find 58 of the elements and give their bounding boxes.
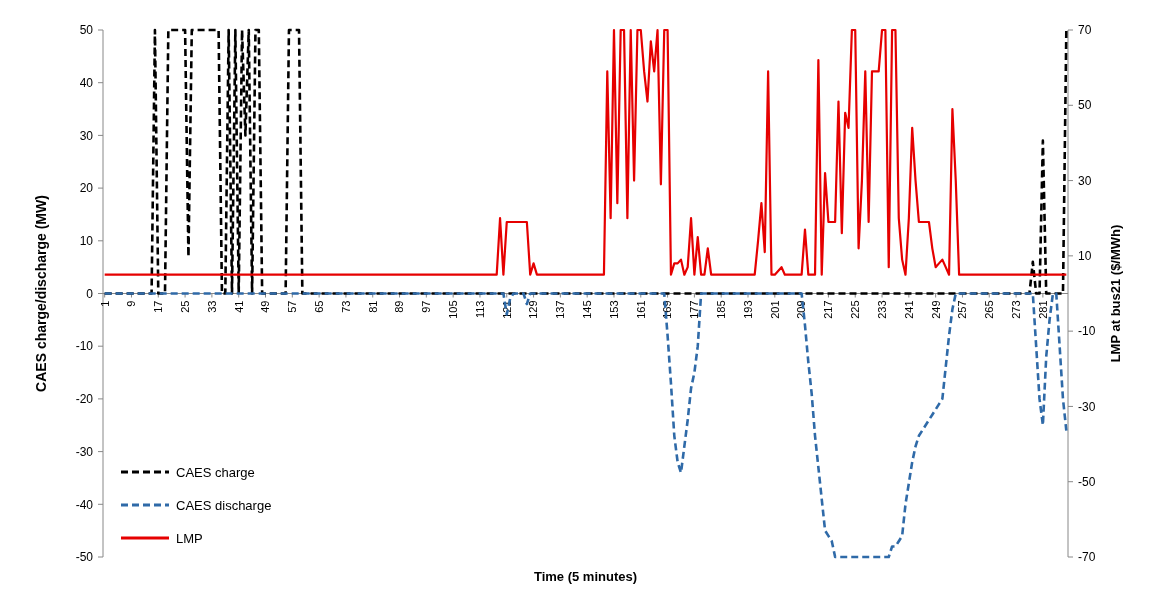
y-tick-label: -10 [75, 339, 94, 354]
y2-tick-label: -30 [1078, 399, 1096, 414]
x-tick-label: 49 [259, 300, 272, 313]
y-tick-label: 0 [86, 286, 94, 301]
x-tick-label: 25 [178, 300, 191, 313]
y-tick-label: -50 [75, 550, 94, 565]
x-tick-label: 193 [741, 300, 754, 319]
y-tick-label: 50 [79, 23, 94, 38]
y-tick-label: -30 [75, 444, 94, 459]
y2-tick-label: 30 [1078, 173, 1092, 188]
x-tick-label: 33 [205, 300, 218, 313]
y-tick-label: -40 [75, 497, 94, 512]
x-tick-label: 17 [152, 300, 165, 313]
x-tick-label: 241 [902, 300, 915, 319]
x-tick-label: 113 [473, 300, 486, 319]
y2-tick-label: -10 [1078, 324, 1096, 339]
x-tick-label: 201 [768, 300, 781, 319]
y2-tick-label: -70 [1078, 550, 1096, 565]
x-axis-title: Time (5 minutes) [533, 569, 638, 584]
x-tick-label: 161 [634, 300, 647, 319]
x-tick-label: 177 [688, 300, 701, 319]
legend-label: LMP [176, 530, 203, 546]
x-tick-label: 65 [312, 300, 325, 313]
x-tick-label: 233 [875, 300, 888, 319]
y-tick-label: 20 [79, 181, 94, 196]
x-tick-label: 137 [554, 300, 567, 319]
x-tick-label: 225 [849, 300, 862, 319]
x-tick-label: 217 [822, 300, 835, 319]
legend-label: CAES discharge [176, 497, 272, 513]
x-tick-label: 265 [983, 300, 996, 319]
x-tick-label: 185 [715, 300, 728, 319]
x-tick-label: 105 [447, 300, 459, 319]
x-tick-label: 81 [366, 300, 379, 313]
y-axis-title: CAES charge/discharge (MW) [33, 195, 49, 392]
y2-tick-label: 70 [1078, 23, 1092, 38]
x-tick-label: 73 [339, 300, 352, 313]
x-tick-label: 129 [527, 300, 540, 319]
x-tick-label: 273 [1009, 300, 1022, 319]
x-tick-label: 257 [956, 300, 969, 319]
y2-tick-label: -50 [1078, 474, 1096, 489]
x-tick-label: 145 [581, 300, 594, 319]
legend-label: CAES charge [176, 464, 255, 480]
y2-axis-title: LMP at bus21 ($/MWh) [1108, 224, 1123, 363]
x-tick-label: 281 [1036, 300, 1049, 319]
y-tick-label: 10 [79, 234, 94, 248]
x-tick-label: 1 [98, 300, 111, 307]
y2-tick-label: 50 [1078, 98, 1092, 113]
x-tick-label: 249 [929, 300, 942, 319]
y2-tick-label: 10 [1078, 249, 1092, 264]
x-tick-label: 89 [393, 300, 406, 313]
y-tick-label: 30 [79, 128, 94, 143]
y-tick-label: -20 [75, 392, 94, 407]
y-tick-label: 40 [79, 75, 94, 90]
x-tick-label: 41 [232, 300, 245, 313]
x-tick-label: 153 [607, 300, 620, 319]
x-tick-label: 57 [286, 300, 299, 313]
x-tick-label: 97 [420, 300, 433, 313]
x-tick-label: 9 [125, 300, 138, 307]
